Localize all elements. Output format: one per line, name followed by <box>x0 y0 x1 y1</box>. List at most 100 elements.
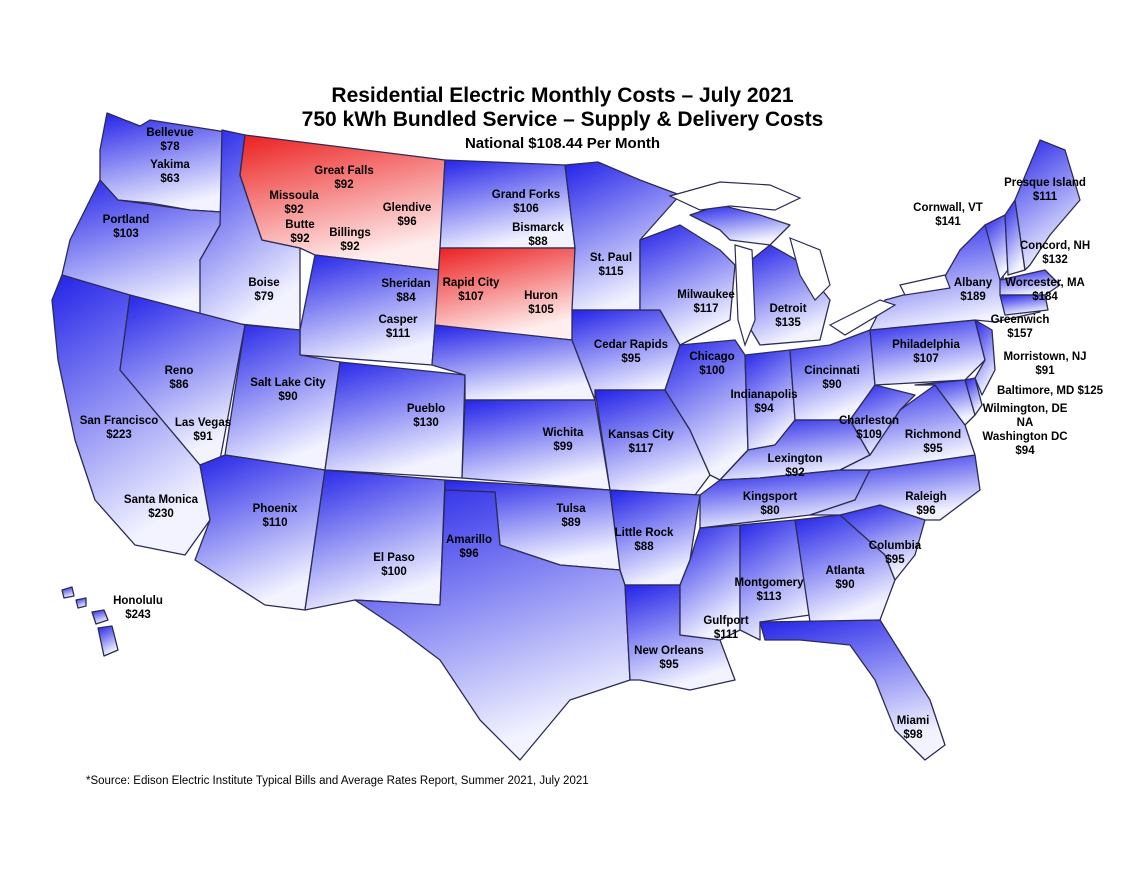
city-label: Montgomery $113 <box>735 576 804 604</box>
city-label: Honolulu $243 <box>113 594 163 622</box>
city-label: Grand Forks $106 <box>492 188 560 216</box>
city-cost: $111 <box>385 328 411 340</box>
city-name: Wilmington, DE <box>982 403 1068 415</box>
city-name: Sheridan <box>381 278 431 290</box>
city-cost: $157 <box>1007 328 1033 340</box>
city-name: Honolulu <box>113 595 163 607</box>
state-new-mexico <box>304 469 446 611</box>
city-label: Gulfport $111 <box>703 614 748 642</box>
city-cost: $95 <box>621 353 641 365</box>
state-texas <box>354 489 631 761</box>
city-name: Rapid City <box>442 277 500 289</box>
city-name: Baltimore, MD $125 <box>996 385 1104 397</box>
state-wyoming <box>299 254 441 366</box>
city-cost: $63 <box>160 173 180 185</box>
city-label: Morristown, NJ $91 <box>1003 350 1086 378</box>
city-name: Philadelphia <box>892 339 960 351</box>
city-label: Sheridan $84 <box>381 277 430 305</box>
city-label: Portland $103 <box>103 213 150 241</box>
city-label: Columbia $95 <box>869 539 921 567</box>
city-cost: $78 <box>160 141 180 153</box>
city-cost: $100 <box>381 566 407 578</box>
state-massachusetts <box>999 269 1061 296</box>
city-cost: NA <box>1016 417 1034 429</box>
city-label: Billings $92 <box>329 226 371 254</box>
city-name: Chicago <box>689 351 735 363</box>
city-label: Glendive $96 <box>383 201 432 229</box>
city-cost: $100 <box>699 365 725 377</box>
city-name: Albany <box>953 277 993 289</box>
city-cost: $92 <box>284 204 304 216</box>
city-cost: $90 <box>822 379 842 391</box>
city-cost: $95 <box>659 659 679 671</box>
city-cost: $90 <box>835 579 855 591</box>
state-hawaii-3 <box>91 609 109 625</box>
city-cost: $91 <box>1035 365 1055 377</box>
city-name: Reno <box>164 365 194 377</box>
city-cost: $107 <box>458 291 484 303</box>
city-label: Salt Lake City $90 <box>250 376 325 404</box>
city-name: Atlanta <box>825 565 865 577</box>
city-cost: $135 <box>775 317 801 329</box>
city-name: Cedar Rapids <box>593 339 669 351</box>
city-cost: $230 <box>148 508 174 520</box>
city-name: New Orleans <box>634 645 704 657</box>
state-connecticut <box>999 294 1049 316</box>
city-name: Indianapolis <box>730 389 798 401</box>
city-label: New Orleans $95 <box>634 644 704 672</box>
city-name: Portland <box>102 214 150 226</box>
lake-michigan <box>734 244 756 347</box>
city-name: San Francisco <box>79 415 159 427</box>
city-name: Santa Monica <box>123 494 199 506</box>
city-name: Cincinnati <box>804 365 860 377</box>
city-name: Bismarck <box>512 222 564 234</box>
city-label: Indianapolis $94 <box>730 388 797 416</box>
state-florida <box>759 619 946 761</box>
state-new-jersey <box>974 319 996 396</box>
city-label: Bismarck $88 <box>512 221 564 249</box>
city-name: Phoenix <box>252 503 298 515</box>
city-cost: $92 <box>785 467 805 479</box>
city-cost: $95 <box>923 443 943 455</box>
city-cost: $79 <box>254 291 274 303</box>
city-label: Casper $111 <box>379 313 418 341</box>
city-name: Wichita <box>542 427 584 439</box>
lake-erie <box>828 299 897 336</box>
city-name: Cornwall, VT <box>913 202 983 214</box>
city-cost: $96 <box>397 216 417 228</box>
city-label: Phoenix $110 <box>253 502 298 530</box>
city-cost: $94 <box>1015 445 1035 457</box>
city-label: Worcester, MA $184 <box>1005 276 1085 304</box>
city-cost: $80 <box>760 505 780 517</box>
city-cost: $96 <box>459 548 479 560</box>
city-name: Milwaukee <box>677 289 735 301</box>
city-label: Washington DC $94 <box>982 430 1067 458</box>
city-name: Lexington <box>767 453 823 465</box>
city-label: Cornwall, VT $141 <box>913 201 983 229</box>
city-cost: $92 <box>290 233 310 245</box>
city-name: Great Falls <box>314 165 374 177</box>
city-name: Raleigh <box>905 491 947 503</box>
city-cost: $105 <box>528 304 554 316</box>
city-name: Richmond <box>904 429 962 441</box>
city-label: Pueblo $130 <box>407 402 445 430</box>
city-name: Little Rock <box>614 527 674 539</box>
city-cost: $141 <box>935 216 961 228</box>
city-name: Glendive <box>382 202 432 214</box>
state-delaware <box>964 377 983 416</box>
city-label: Raleigh $96 <box>905 490 947 518</box>
city-cost: $111 <box>1032 191 1058 203</box>
city-name: Charleston <box>838 415 900 427</box>
state-hawaii-2 <box>75 597 87 609</box>
city-label: Presque Island $111 <box>1004 176 1086 204</box>
city-name: Kansas City <box>608 429 674 441</box>
city-cost: $189 <box>960 291 986 303</box>
city-label: Butte $92 <box>285 218 314 246</box>
city-cost: $223 <box>106 429 132 441</box>
city-name: Worcester, MA <box>1005 277 1085 289</box>
city-name: Boise <box>248 277 280 289</box>
city-label: Atlanta $90 <box>826 564 865 592</box>
city-name: Huron <box>524 290 558 302</box>
city-name: Yakima <box>150 159 190 171</box>
